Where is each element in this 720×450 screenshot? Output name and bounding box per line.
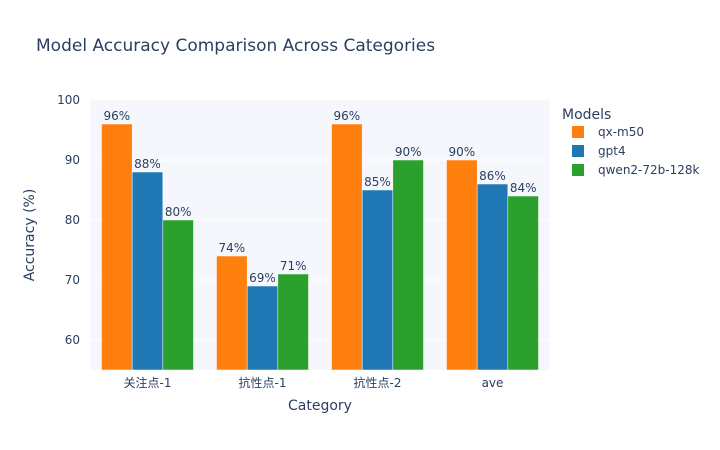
y-axis-ticks: 60 70 80 90 100	[57, 93, 80, 347]
bar-value-label: 84%	[510, 181, 537, 195]
bar-qwen2-72b-128k[interactable]	[162, 219, 194, 371]
bar-qx-m50[interactable]	[216, 255, 248, 371]
x-tick-label: 抗性点-1	[239, 375, 287, 390]
bar-value-label: 69%	[249, 271, 276, 285]
legend-swatch[interactable]	[572, 126, 584, 138]
bar-value-label: 90%	[395, 145, 422, 159]
bar-value-label: 88%	[134, 157, 161, 171]
bar-value-label: 96%	[333, 109, 360, 123]
legend-swatch[interactable]	[572, 164, 584, 176]
x-tick-label: 抗性点-2	[354, 375, 402, 390]
chart-title: Model Accuracy Comparison Across Categor…	[36, 36, 435, 56]
bar-qx-m50[interactable]	[446, 159, 478, 371]
legend-swatch[interactable]	[572, 145, 584, 157]
y-tick-label: 70	[65, 273, 80, 287]
bar-gpt4[interactable]	[131, 171, 164, 371]
bar-qwen2-72b-128k[interactable]	[507, 195, 539, 371]
bar-gpt4[interactable]	[246, 285, 279, 371]
bar-gpt4[interactable]	[361, 189, 394, 371]
x-tick-label: ave	[482, 376, 504, 390]
x-axis-title: Category	[288, 398, 352, 414]
bar-qx-m50[interactable]	[101, 123, 133, 371]
legend-entry[interactable]: qx-m50	[598, 125, 644, 139]
x-tick-label: 关注点-1	[124, 375, 172, 390]
y-tick-label: 60	[65, 333, 80, 347]
bar-qwen2-72b-128k[interactable]	[277, 273, 309, 371]
bar-qwen2-72b-128k[interactable]	[392, 159, 424, 371]
bar-value-label: 85%	[364, 175, 391, 189]
bar-value-label: 90%	[448, 145, 475, 159]
legend[interactable]: Models qx-m50 gpt4 qwen2-72b-128k	[562, 107, 700, 177]
y-tick-label: 100	[57, 93, 80, 107]
bar-value-label: 71%	[280, 259, 307, 273]
x-axis-ticks: 关注点-1 抗性点-1 抗性点-2 ave	[124, 375, 504, 390]
bar-gpt4[interactable]	[476, 183, 509, 371]
bar-value-label: 74%	[218, 241, 245, 255]
y-tick-label: 80	[65, 213, 80, 227]
bar-qx-m50[interactable]	[331, 123, 363, 371]
legend-entry[interactable]: qwen2-72b-128k	[598, 163, 700, 177]
bars: 96% 88% 80% 74% 69% 71% 96% 85% 90% 90% 86% 84%	[101, 109, 539, 371]
bar-value-label: 80%	[165, 205, 192, 219]
bar-value-label: 86%	[479, 169, 506, 183]
legend-entry[interactable]: gpt4	[598, 144, 626, 158]
bar-value-label: 96%	[103, 109, 130, 123]
y-axis-title: Accuracy (%)	[22, 189, 38, 282]
y-tick-label: 90	[65, 153, 80, 167]
legend-title: Models	[562, 107, 611, 123]
